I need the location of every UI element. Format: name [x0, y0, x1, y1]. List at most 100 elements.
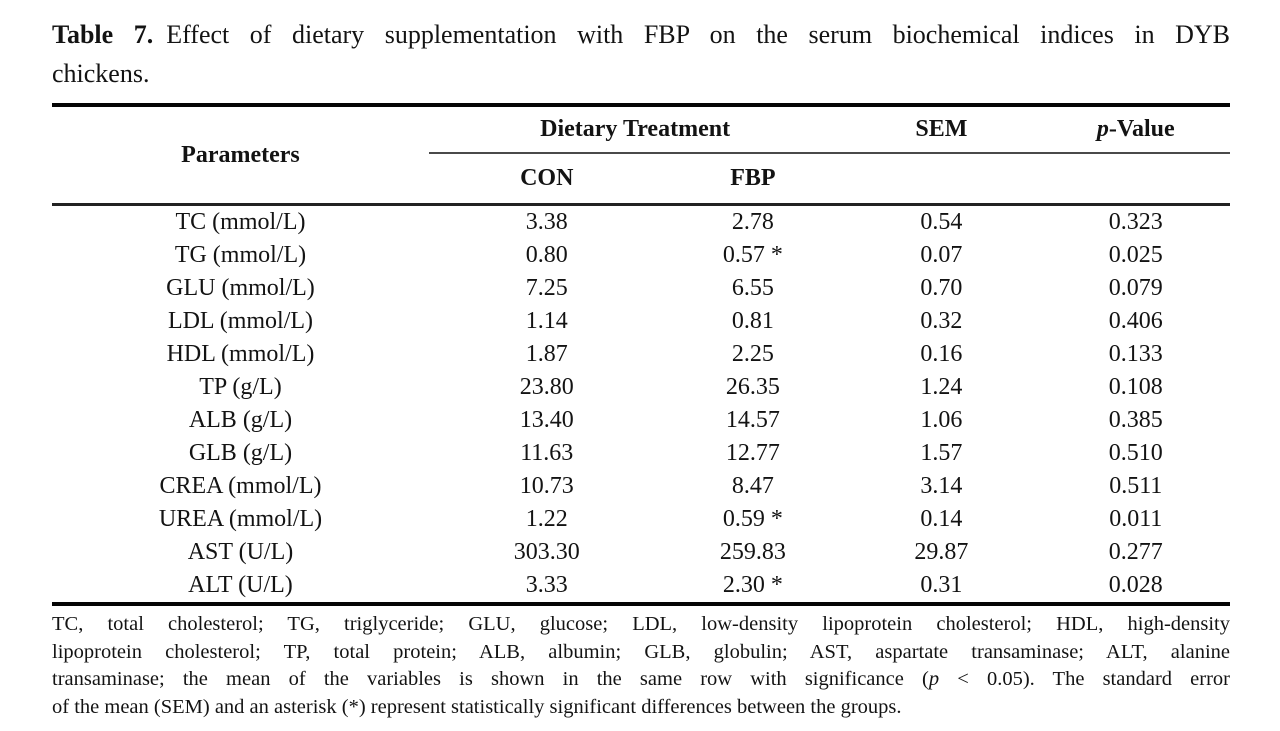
- column-header-dietary-treatment: Dietary Treatment: [428, 105, 842, 154]
- table-footnote: TC, total cholesterol; TG, triglyceride;…: [52, 611, 1230, 721]
- sem-value-cell: 1.24: [920, 374, 963, 400]
- con-value-cell: 23.80: [519, 374, 574, 400]
- footnote-text: < 0.05). The standard error: [939, 668, 1230, 690]
- parameter-cell: TP (g/L): [199, 374, 282, 400]
- column-header-sem: SEM: [841, 105, 1042, 154]
- con-value-cell: 11.63: [520, 440, 574, 466]
- table-row: TC (mmol/L) 3.38 2.78 0.54 0.323: [52, 205, 1230, 240]
- p-value-italic-p: p: [1096, 116, 1109, 142]
- con-value-cell: 3.33: [525, 572, 568, 598]
- con-value-cell: 303.30: [513, 539, 580, 565]
- p-value-rest: -Value: [1108, 116, 1175, 142]
- header-row-2: CON FBP: [52, 153, 1230, 205]
- table-row: ALT (U/L) 3.33 2.30 * 0.31 0.028: [52, 569, 1230, 604]
- table-row: GLB (g/L) 11.63 12.77 1.57 0.510: [52, 437, 1230, 470]
- fbp-value-cell: 0.57 *: [722, 242, 783, 268]
- fbp-value-cell: 26.35: [725, 374, 780, 400]
- caption-line-2: chickens.: [52, 59, 150, 88]
- fbp-value-cell: 2.30 *: [722, 572, 783, 598]
- fbp-value-cell: 259.83: [719, 539, 786, 565]
- data-table: Parameters Dietary Treatment SEM p-Value…: [52, 103, 1230, 606]
- sem-value-cell: 0.31: [920, 572, 963, 598]
- footnote-line-3: transaminase; the mean of the variables …: [52, 666, 1230, 694]
- con-value-cell: 10.73: [519, 473, 574, 499]
- footnote-line-4: of the mean (SEM) and an asterisk (*) re…: [52, 695, 902, 718]
- sem-value-cell: 0.32: [920, 308, 963, 334]
- p-value-cell: 0.025: [1108, 242, 1163, 268]
- fbp-value-cell: 0.81: [731, 308, 774, 334]
- header-row-1: Parameters Dietary Treatment SEM p-Value: [52, 105, 1230, 168]
- sem-value-cell: 29.87: [914, 539, 969, 565]
- table-header: Parameters Dietary Treatment SEM p-Value…: [52, 105, 1230, 205]
- column-header-parameters: Parameters: [181, 141, 300, 168]
- parameter-cell: ALB (g/L): [188, 407, 293, 433]
- p-value-cell: 0.406: [1108, 308, 1163, 334]
- p-value-cell: 0.108: [1108, 374, 1163, 400]
- footnote-line-2: lipoprotein cholesterol; TP, total prote…: [52, 640, 1230, 663]
- p-value-cell: 0.510: [1108, 440, 1163, 466]
- con-value-cell: 1.14: [525, 308, 568, 334]
- column-header-con: CON: [520, 165, 574, 191]
- p-value-cell: 0.079: [1108, 275, 1163, 301]
- parameter-cell: TC (mmol/L): [175, 209, 306, 235]
- footnote-line-1: TC, total cholesterol; TG, triglyceride;…: [52, 613, 1230, 635]
- p-value-cell: 0.133: [1108, 341, 1163, 367]
- con-value-cell: 0.80: [525, 242, 568, 268]
- footnote-text: transaminase; the mean of the variables …: [52, 668, 929, 690]
- sem-value-cell: 0.70: [920, 275, 963, 301]
- sem-value-cell: 0.07: [920, 242, 963, 268]
- p-value-cell: 0.385: [1108, 407, 1163, 433]
- table-row: LDL (mmol/L) 1.14 0.81 0.32 0.406: [52, 305, 1230, 338]
- table-row: ALB (g/L) 13.40 14.57 1.06 0.385: [52, 404, 1230, 437]
- p-value-cell: 0.028: [1108, 572, 1163, 598]
- fbp-value-cell: 0.59 *: [722, 506, 783, 532]
- con-value-cell: 7.25: [525, 275, 568, 301]
- parameter-cell: LDL (mmol/L): [167, 308, 314, 334]
- table-row: GLU (mmol/L) 7.25 6.55 0.70 0.079: [52, 272, 1230, 305]
- parameter-cell: HDL (mmol/L): [166, 341, 315, 367]
- parameter-cell: UREA (mmol/L): [158, 506, 323, 532]
- con-value-cell: 3.38: [525, 209, 568, 235]
- p-value-cell: 0.323: [1108, 209, 1163, 235]
- table-caption: Table 7. Effect of dietary supplementatio…: [52, 15, 1230, 93]
- caption-text: Effect of dietary supplementation with F…: [166, 20, 1230, 49]
- sem-value-cell: 1.57: [920, 440, 963, 466]
- table-body: TC (mmol/L) 3.38 2.78 0.54 0.323 TG (mmo…: [52, 205, 1230, 605]
- parameter-cell: AST (U/L): [187, 539, 294, 565]
- column-header-fbp: FBP: [730, 165, 776, 191]
- p-value-cell: 0.511: [1109, 473, 1163, 499]
- sem-value-cell: 3.14: [920, 473, 963, 499]
- parameter-cell: CREA (mmol/L): [159, 473, 322, 499]
- table-row: TP (g/L) 23.80 26.35 1.24 0.108: [52, 371, 1230, 404]
- column-header-p-value: p-Value: [1041, 105, 1230, 154]
- fbp-value-cell: 8.47: [731, 473, 774, 499]
- caption-label: Table 7.: [52, 20, 154, 49]
- parameter-cell: GLB (g/L): [188, 440, 293, 466]
- sem-value-cell: 0.16: [920, 341, 963, 367]
- fbp-value-cell: 12.77: [725, 440, 780, 466]
- empty-header-cell: [1041, 153, 1230, 205]
- table-row: CREA (mmol/L) 10.73 8.47 3.14 0.511: [52, 470, 1230, 503]
- con-value-cell: 1.22: [525, 506, 568, 532]
- fbp-value-cell: 2.78: [731, 209, 774, 235]
- con-value-cell: 13.40: [519, 407, 574, 433]
- con-value-cell: 1.87: [525, 341, 568, 367]
- fbp-value-cell: 14.57: [725, 407, 780, 433]
- caption-line-1: Table 7. Effect of dietary supplementatio…: [52, 15, 1230, 54]
- parameter-cell: GLU (mmol/L): [166, 275, 315, 301]
- table-row: TG (mmol/L) 0.80 0.57 * 0.07 0.025: [52, 239, 1230, 272]
- parameter-cell: ALT (U/L): [188, 572, 293, 598]
- fbp-value-cell: 2.25: [731, 341, 774, 367]
- footnote-italic-p: p: [928, 668, 940, 690]
- parameter-cell: TG (mmol/L): [174, 242, 307, 268]
- empty-header-cell: [841, 153, 1041, 205]
- table-row: UREA (mmol/L) 1.22 0.59 * 0.14 0.011: [52, 503, 1230, 536]
- sem-value-cell: 0.54: [920, 209, 963, 235]
- sem-value-cell: 0.14: [920, 506, 963, 532]
- p-value-cell: 0.011: [1109, 506, 1163, 532]
- p-value-cell: 0.277: [1108, 539, 1163, 565]
- fbp-value-cell: 6.55: [731, 275, 774, 301]
- table-row: HDL (mmol/L) 1.87 2.25 0.16 0.133: [52, 338, 1230, 371]
- sem-value-cell: 1.06: [920, 407, 963, 433]
